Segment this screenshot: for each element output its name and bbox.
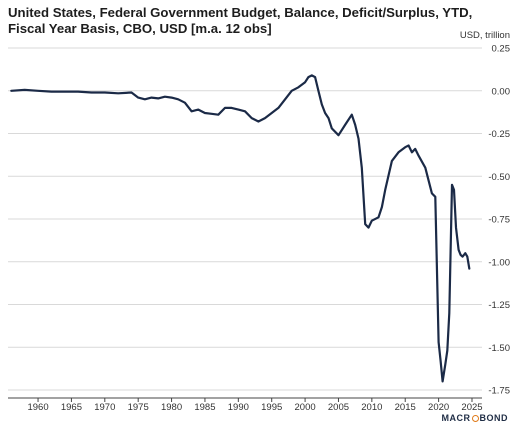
x-tick-label: 1965 bbox=[61, 402, 82, 413]
y-tick-label: -0.75 bbox=[488, 215, 510, 226]
x-tick-label: 1985 bbox=[194, 402, 215, 413]
chart-title: United States, Federal Government Budget… bbox=[8, 5, 473, 36]
x-tick-label: 2010 bbox=[361, 402, 382, 413]
x-tick-label: 2020 bbox=[428, 402, 449, 413]
x-tick-label: 2025 bbox=[461, 402, 482, 413]
x-tick-label: 2000 bbox=[295, 402, 316, 413]
x-axis: 1960 1965 1970 1975 1980 1985 1990 1995 2000 2005… bbox=[8, 397, 483, 413]
logo-ring-icon bbox=[471, 414, 479, 422]
y-tick-label: -0.50 bbox=[488, 172, 510, 183]
y-axis-ticks: 0.25 0.00 -0.25 -0.50 -0.75 -1.00 -1.25 -1.50 -1… bbox=[488, 44, 510, 397]
x-tick-label: 2015 bbox=[395, 402, 416, 413]
x-tick-label: 1995 bbox=[261, 402, 282, 413]
y-tick-label: -0.25 bbox=[488, 129, 510, 140]
y-tick-label: -1.75 bbox=[488, 386, 510, 397]
y-tick-label: -1.00 bbox=[488, 257, 510, 268]
x-tick-label: 2005 bbox=[328, 402, 349, 413]
y-axis-unit-label: USD, trillion bbox=[460, 30, 510, 41]
x-tick-label: 1970 bbox=[94, 402, 115, 413]
x-tick-label: 1990 bbox=[228, 402, 249, 413]
macrobond-logo: MACR BOND bbox=[441, 413, 508, 423]
y-tick-label: -1.25 bbox=[488, 300, 510, 311]
y-tick-label: -1.50 bbox=[488, 343, 510, 354]
series-line bbox=[10, 74, 471, 383]
x-tick-label: 1975 bbox=[128, 402, 149, 413]
x-tick-label: 1980 bbox=[161, 402, 182, 413]
grid-lines bbox=[8, 47, 482, 391]
y-tick-label: 0.25 bbox=[492, 44, 511, 55]
x-tick-label: 1960 bbox=[27, 402, 48, 413]
y-tick-label: 0.00 bbox=[492, 86, 511, 97]
